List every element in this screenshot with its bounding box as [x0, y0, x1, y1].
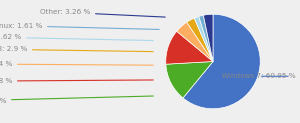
Wedge shape	[183, 14, 260, 109]
Wedge shape	[203, 14, 213, 62]
Text: Windows 8: 2.9 %: Windows 8: 2.9 %	[0, 46, 153, 52]
Text: Linux: 1.61 %: Linux: 1.61 %	[0, 23, 159, 29]
Text: Windows XP: 11.98 %: Windows XP: 11.98 %	[0, 78, 153, 84]
Wedge shape	[166, 62, 213, 98]
Text: Windows Vista: 1.62 %: Windows Vista: 1.62 %	[0, 34, 153, 41]
Text: Mac OS X 10.10: 4.54 %: Mac OS X 10.10: 4.54 %	[0, 61, 153, 67]
Text: Other: 3.26 %: Other: 3.26 %	[40, 9, 165, 17]
Text: Windows 7: 60.95 %: Windows 7: 60.95 %	[222, 73, 296, 79]
Text: Windows 8.1: 13.12 %: Windows 8.1: 13.12 %	[0, 96, 153, 104]
Wedge shape	[199, 15, 213, 62]
Wedge shape	[187, 18, 213, 62]
Wedge shape	[194, 16, 213, 62]
Wedge shape	[177, 22, 213, 62]
Wedge shape	[166, 31, 213, 64]
